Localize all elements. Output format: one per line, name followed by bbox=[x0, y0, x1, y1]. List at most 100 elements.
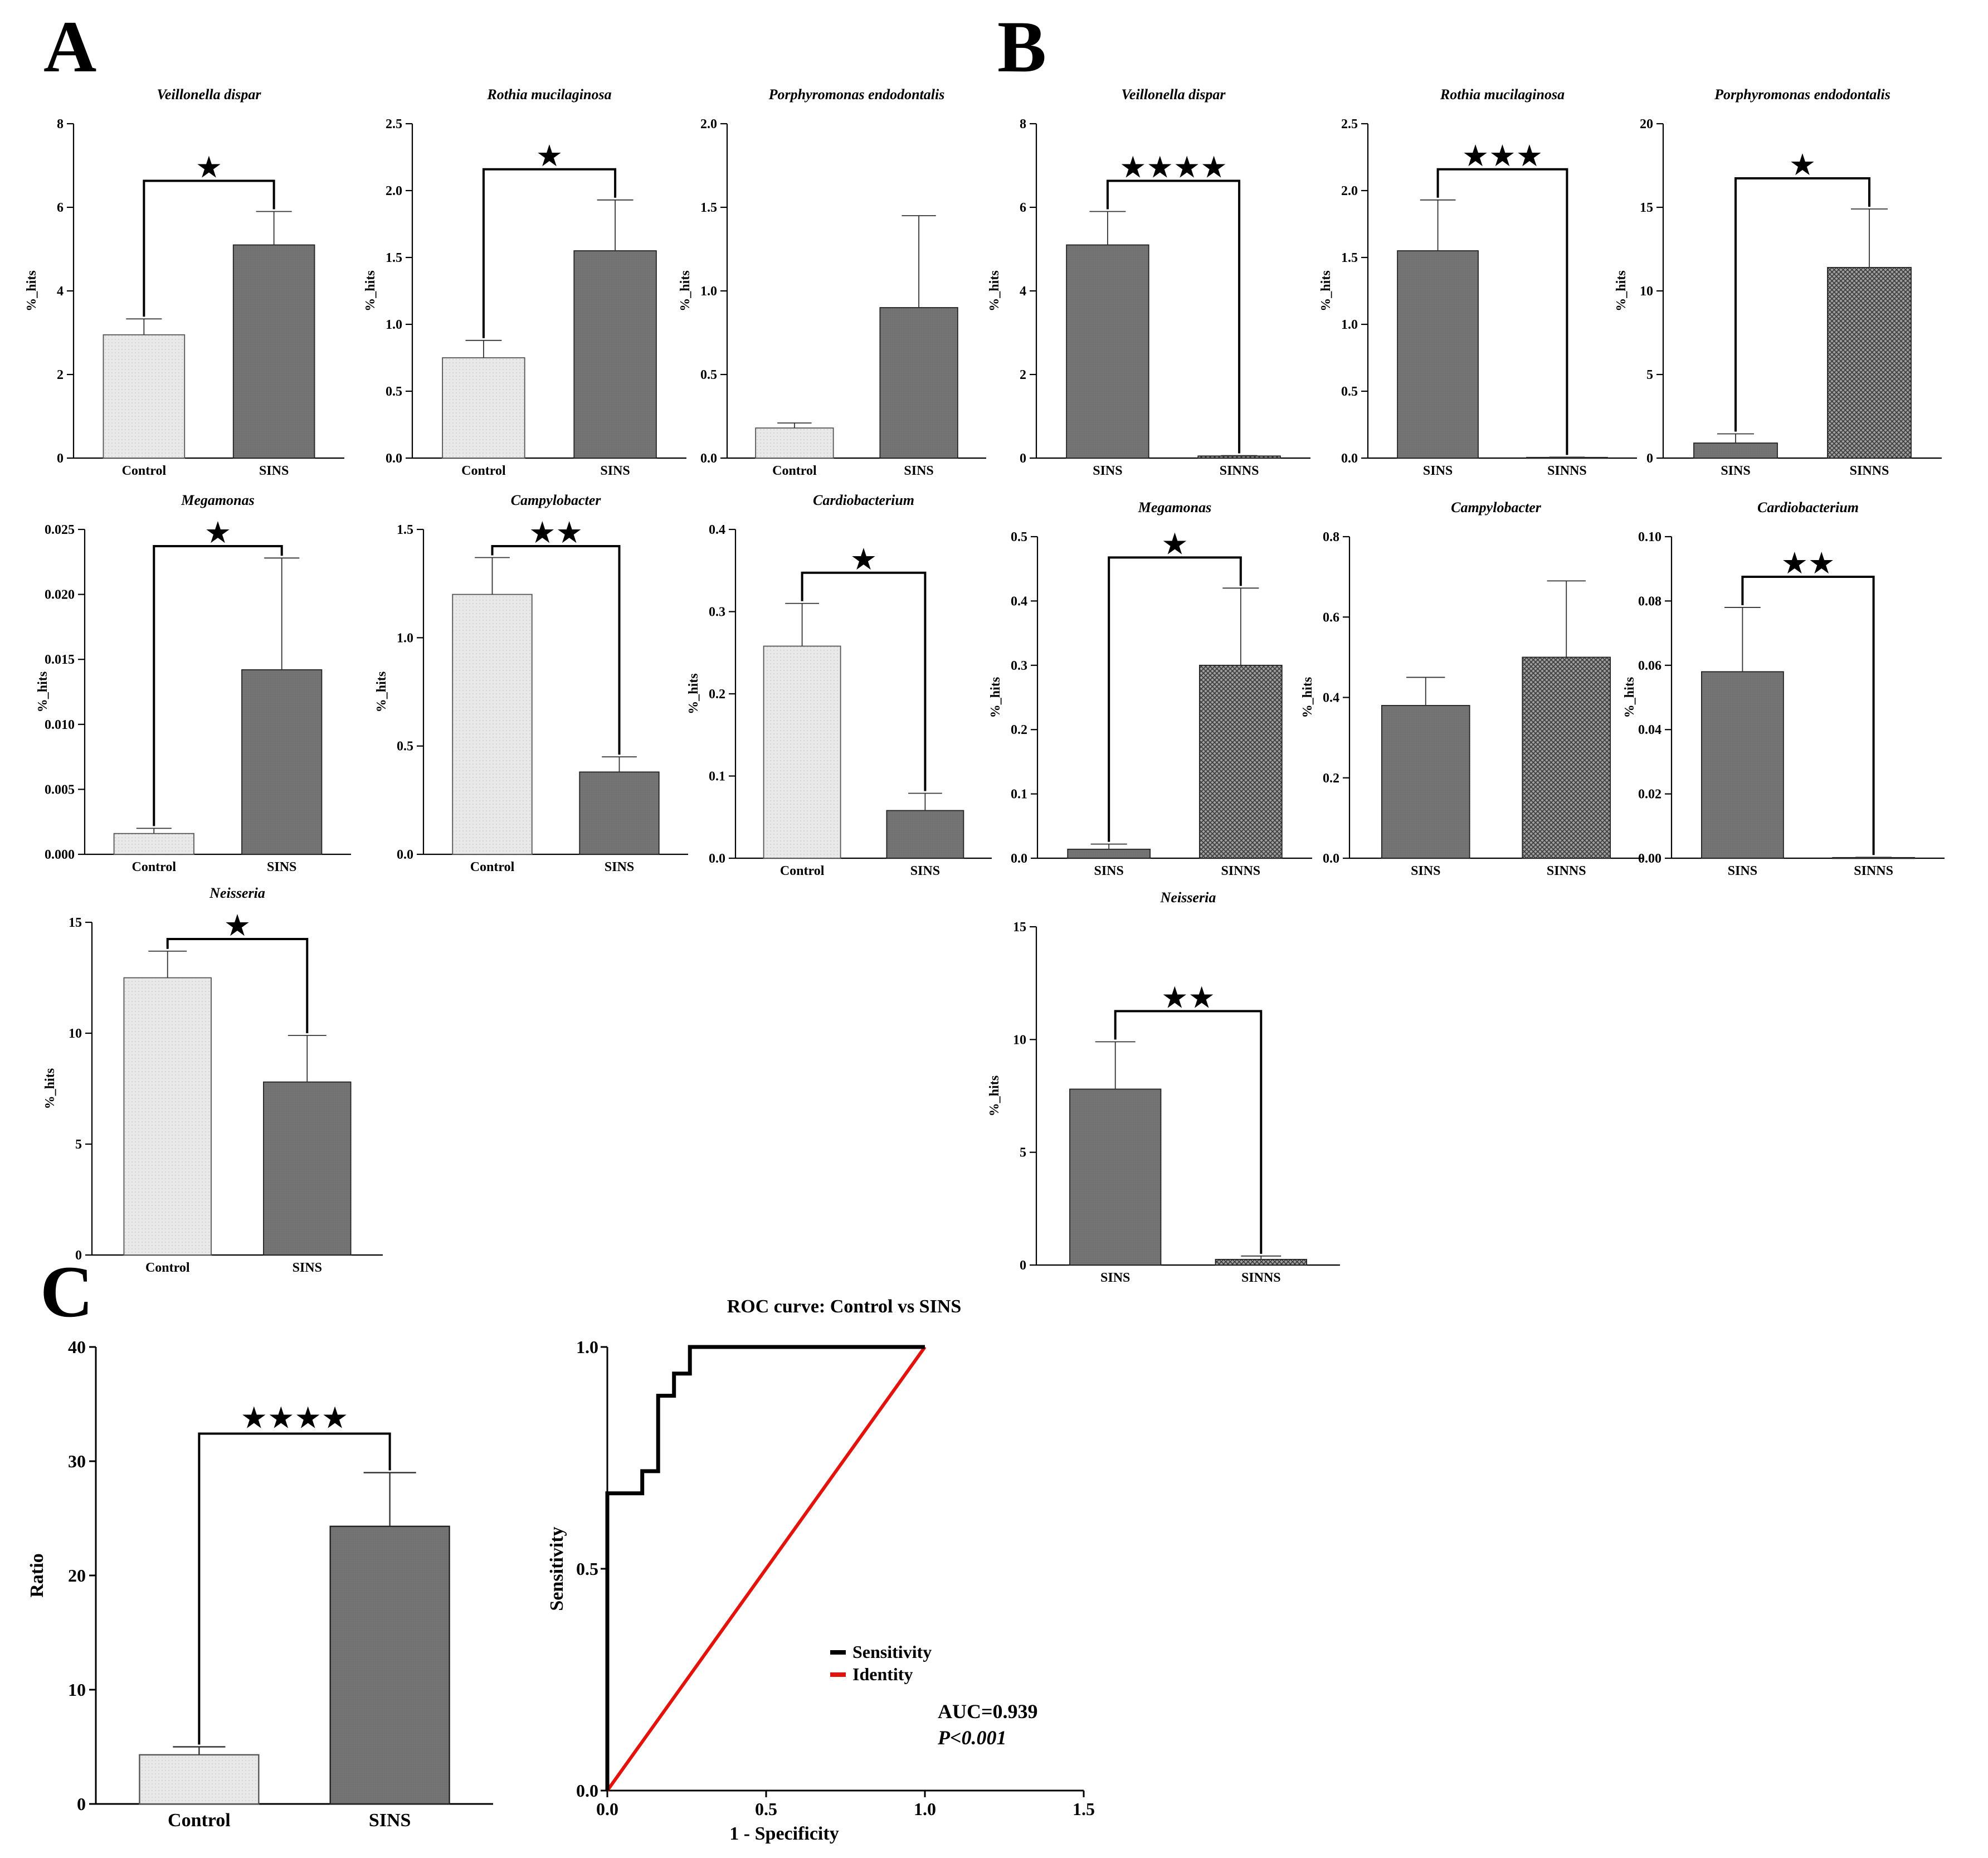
y-tick-label: 0.3 bbox=[709, 605, 725, 620]
bar-sins bbox=[1066, 244, 1149, 459]
y-tick-label: 5 bbox=[1020, 1146, 1026, 1160]
chart-title: Porphyromonas endodontalis bbox=[1714, 86, 1890, 103]
y-axis-label: %_hits bbox=[988, 677, 1003, 718]
chart-title: Campylobacter bbox=[511, 492, 602, 508]
y-tick-label: 0.04 bbox=[1638, 723, 1661, 737]
y-axis-label: Ratio bbox=[27, 1553, 47, 1597]
y-tick-label: 0 bbox=[1020, 1258, 1026, 1273]
y-tick-label: 2.0 bbox=[700, 117, 717, 132]
y-tick-label: 2.5 bbox=[1341, 117, 1358, 132]
y-axis-label: %_hits bbox=[1614, 270, 1629, 311]
bar-sins bbox=[232, 244, 315, 459]
x-axis-label: 1 - Specificity bbox=[729, 1823, 839, 1844]
y-tick-label: 0.000 bbox=[45, 848, 75, 862]
y-axis-label: %_hits bbox=[686, 673, 701, 714]
y-tick-label: 1.0 bbox=[386, 318, 402, 332]
bar-control bbox=[452, 594, 533, 855]
significance-bracket bbox=[1114, 1010, 1263, 1254]
y-tick-label: 0.08 bbox=[1638, 594, 1661, 609]
category-label-sins: SINS bbox=[1721, 464, 1750, 478]
y-tick-label: 4 bbox=[57, 284, 64, 299]
legend-label-sensitivity: Sensitivity bbox=[852, 1642, 932, 1662]
category-label-control: Control bbox=[145, 1261, 190, 1275]
y-tick-label: 6 bbox=[57, 201, 64, 215]
bar-sins bbox=[241, 669, 323, 855]
category-label-control: Control bbox=[780, 864, 825, 878]
chart-title: Cardiobacterium bbox=[1757, 499, 1859, 515]
chart-a7: Neisseria 0 5 10 15 %_hits Control SINS ★ bbox=[43, 885, 383, 1275]
bar-sins bbox=[573, 250, 657, 459]
y-axis-label: %_hits bbox=[36, 672, 50, 712]
significance-stars: ★★ bbox=[529, 516, 583, 549]
significance-stars: ★ bbox=[204, 516, 231, 549]
y-tick-label: 0.0 bbox=[1341, 451, 1358, 466]
y-tick-label: 0.10 bbox=[1638, 530, 1661, 544]
bar-sinns bbox=[1197, 455, 1281, 459]
y-tick-label: 30 bbox=[68, 1451, 86, 1471]
category-label-sinns: SINNS bbox=[1854, 864, 1893, 878]
significance-bracket bbox=[1106, 179, 1241, 454]
bar-sins bbox=[1693, 442, 1778, 459]
y-axis-label: %_hits bbox=[1319, 270, 1333, 311]
significance-bracket bbox=[143, 179, 275, 317]
y-tick-label: 0.3 bbox=[1011, 659, 1027, 673]
legend-label-identity: Identity bbox=[852, 1664, 913, 1684]
x-tick-label: 0.5 bbox=[755, 1799, 777, 1819]
bar-sins bbox=[1067, 848, 1151, 859]
bar-sins bbox=[1069, 1088, 1162, 1266]
chart-title: Porphyromonas endodontalis bbox=[768, 86, 945, 103]
y-axis-label: %_hits bbox=[987, 1076, 1002, 1116]
x-tick-label: 1.0 bbox=[914, 1799, 936, 1819]
chart-a4: Megamonas 0.000 0.005 0.010 0.015 0.020 0.025%… bbox=[36, 492, 351, 874]
category-label-sinns: SINNS bbox=[1547, 464, 1587, 478]
bar-control bbox=[123, 977, 212, 1256]
category-label-control: Control bbox=[131, 860, 176, 874]
category-label-sins: SINS bbox=[600, 464, 630, 478]
chart-b4: Megamonas 0.0 0.1 0.2 0.3 0.4 0.5 %_hits SINS SIN… bbox=[988, 499, 1312, 878]
y-tick-label: 0 bbox=[77, 1794, 86, 1814]
y-axis-label: %_hits bbox=[25, 270, 39, 311]
y-tick-label: 2.5 bbox=[386, 117, 402, 132]
category-label-control: Control bbox=[461, 464, 506, 478]
panel-letter-b: B bbox=[997, 6, 1046, 87]
bar-control bbox=[139, 1754, 260, 1805]
y-tick-label: 0 bbox=[1020, 451, 1026, 466]
bar-sins bbox=[579, 771, 660, 855]
y-tick-label: 0.010 bbox=[45, 718, 75, 732]
significance-bracket bbox=[166, 938, 309, 1033]
series-line-identity bbox=[606, 1346, 927, 1792]
significance-stars: ★ bbox=[1161, 527, 1188, 561]
y-tick-label: 0 bbox=[75, 1248, 82, 1263]
y-tick-label: 6 bbox=[1020, 201, 1026, 215]
series-line-sensitivity bbox=[605, 1345, 925, 1791]
chart-b5: Campylobacter 0.0 0.2 0.4 0.6 0.8 %_hits SINS SI… bbox=[1300, 499, 1643, 878]
y-tick-label: 1.0 bbox=[576, 1337, 598, 1357]
category-label-sinns: SINNS bbox=[1547, 864, 1586, 878]
y-tick-label: 0.1 bbox=[709, 770, 725, 784]
y-tick-label: 0.1 bbox=[1011, 787, 1027, 802]
y-tick-label: 1.5 bbox=[386, 251, 402, 265]
y-tick-label: 0.005 bbox=[45, 782, 75, 797]
significance-stars: ★★ bbox=[1161, 981, 1215, 1014]
y-tick-label: 0.0 bbox=[700, 451, 717, 466]
y-tick-label: 0.00 bbox=[1638, 852, 1661, 866]
y-tick-label: 0.5 bbox=[700, 368, 717, 382]
roc-title: ROC curve: Control vs SINS bbox=[727, 1296, 962, 1317]
y-tick-label: 20 bbox=[68, 1565, 86, 1585]
significance-bracket bbox=[1741, 575, 1875, 855]
category-label-control: Control bbox=[470, 860, 515, 874]
bar-control bbox=[755, 427, 834, 459]
panel-letter-c: C bbox=[40, 1251, 93, 1332]
chart-title: Veillonella dispar bbox=[157, 86, 261, 103]
y-axis-label: Sensitivity bbox=[547, 1526, 567, 1611]
significance-stars: ★ bbox=[224, 909, 251, 942]
significance-bracket bbox=[153, 545, 283, 826]
y-tick-label: 4 bbox=[1020, 284, 1026, 299]
y-tick-label: 1.5 bbox=[700, 201, 717, 215]
significance-stars: ★ bbox=[536, 139, 563, 173]
charts-layer: Veillonella dispar 0 2 4 6 8 %_hits Control SINS… bbox=[25, 86, 1945, 1844]
category-label-sins: SINS bbox=[1423, 464, 1453, 478]
chart-title: Rothia mucilaginosa bbox=[1440, 86, 1565, 103]
y-axis-label: %_hits bbox=[1622, 677, 1637, 718]
